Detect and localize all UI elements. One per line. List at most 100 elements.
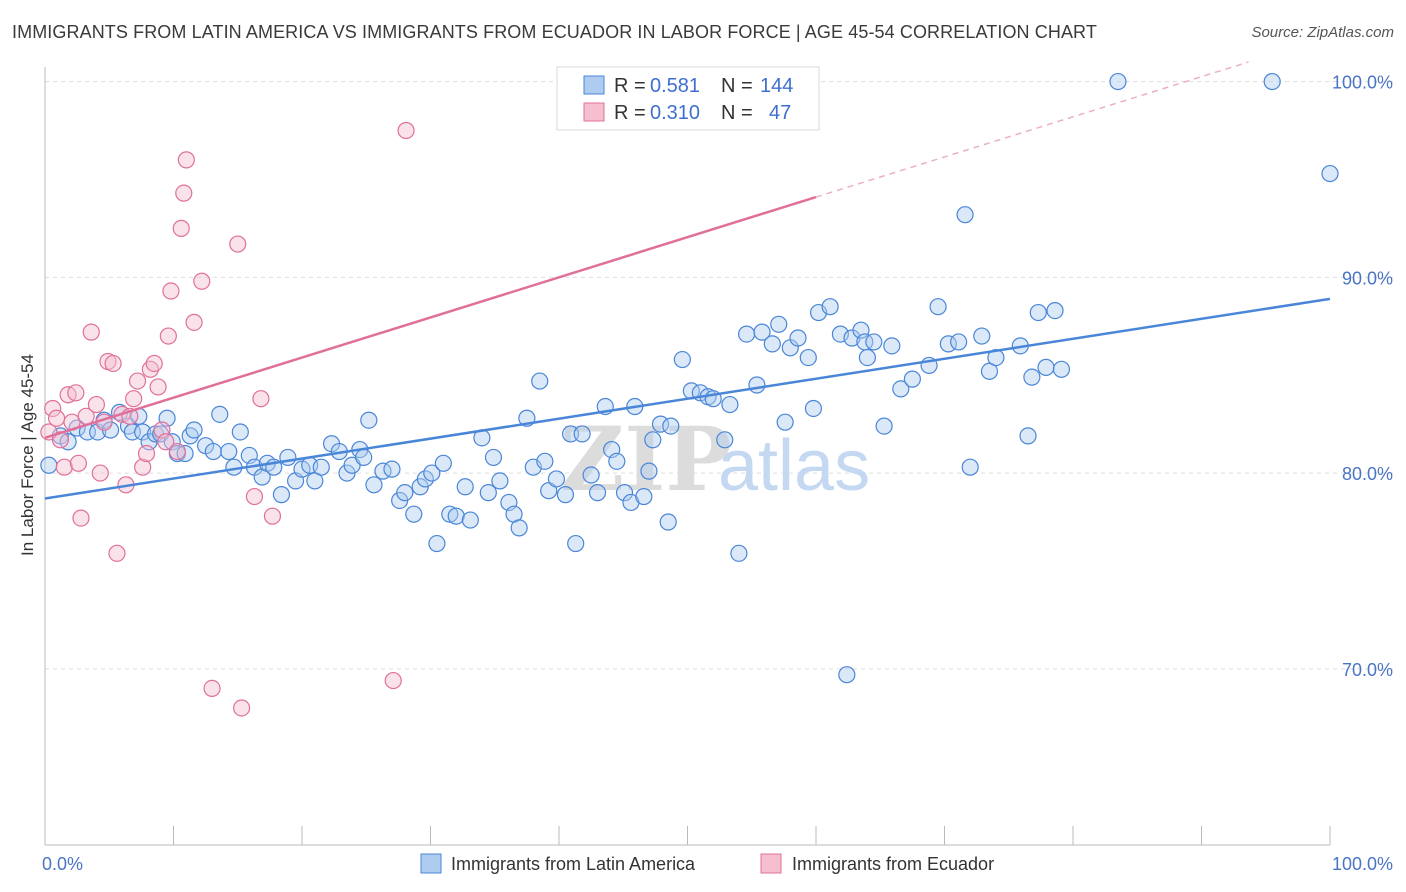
data-point-latin-america xyxy=(479,484,497,502)
data-point-ecuador xyxy=(145,354,163,373)
data-point-latin-america xyxy=(588,484,607,502)
series-latin-america-points xyxy=(40,72,1339,684)
data-point-ecuador xyxy=(47,409,66,427)
data-point-latin-america xyxy=(883,337,901,355)
y-tick-label: 80.0% xyxy=(1342,464,1393,484)
data-point-ecuador xyxy=(177,151,195,169)
data-point-ecuador xyxy=(175,184,193,202)
data-point-ecuador xyxy=(82,323,100,341)
data-point-latin-america xyxy=(1037,358,1055,376)
data-point-ecuador xyxy=(162,282,180,300)
data-point-latin-america xyxy=(582,466,600,484)
y-axis-title: In Labor Force | Age 45-54 xyxy=(18,354,37,556)
data-point-latin-america xyxy=(799,348,817,367)
x-tick-label: 100.0% xyxy=(1332,854,1393,874)
data-point-latin-america xyxy=(956,206,974,224)
data-point-latin-america xyxy=(547,470,566,488)
data-point-ecuador xyxy=(203,679,221,698)
data-point-latin-america xyxy=(821,298,839,316)
chart-title: IMMIGRANTS FROM LATIN AMERICA VS IMMIGRA… xyxy=(12,22,1097,42)
data-point-ecuador xyxy=(263,507,282,525)
data-point-latin-america xyxy=(231,423,249,441)
data-point-ecuador xyxy=(384,671,402,690)
data-point-latin-america xyxy=(360,411,378,429)
data-point-ecuador xyxy=(233,699,251,717)
data-point-latin-america xyxy=(673,350,691,369)
y-tick-label: 70.0% xyxy=(1342,660,1393,680)
data-point-latin-america xyxy=(644,431,662,449)
data-point-ecuador xyxy=(159,327,177,345)
data-point-latin-america xyxy=(312,458,330,476)
data-point-latin-america xyxy=(185,421,203,439)
watermark-zip: ZIP xyxy=(560,407,732,511)
data-point-ecuador xyxy=(157,433,175,451)
data-point-latin-america xyxy=(651,415,670,433)
data-point-ecuador xyxy=(128,372,147,390)
data-point-latin-america xyxy=(662,417,680,435)
data-point-ecuador xyxy=(134,458,152,476)
data-point-latin-america xyxy=(293,460,311,478)
y-tick-label: 100.0% xyxy=(1332,73,1393,93)
data-point-latin-america xyxy=(858,348,877,367)
data-point-latin-america xyxy=(1019,427,1037,445)
data-point-latin-america xyxy=(567,534,585,553)
data-point-latin-america xyxy=(1263,72,1281,91)
data-point-latin-america xyxy=(721,395,739,414)
trend-line-ecuador-extension xyxy=(815,61,1249,198)
data-point-ecuador xyxy=(252,390,270,408)
bottom-legend-swatch-pink xyxy=(760,853,782,874)
data-point-latin-america xyxy=(405,505,423,523)
data-point-latin-america xyxy=(763,335,781,353)
data-point-ecuador xyxy=(137,444,156,463)
data-point-ecuador xyxy=(193,272,211,290)
data-point-ecuador xyxy=(185,313,203,331)
data-point-ecuador xyxy=(168,442,186,461)
data-point-latin-america xyxy=(428,534,446,553)
data-point-latin-america xyxy=(1046,302,1064,320)
data-point-latin-america xyxy=(434,454,452,472)
data-point-ecuador xyxy=(397,121,415,140)
data-point-latin-america xyxy=(1109,72,1127,91)
data-point-latin-america xyxy=(892,380,910,398)
legend-n-label-2: N = xyxy=(721,102,753,124)
axes xyxy=(44,67,1331,846)
data-point-latin-america xyxy=(939,335,957,353)
bottom-legend-label-2: Immigrants from Ecuador xyxy=(792,854,994,874)
data-point-latin-america xyxy=(804,399,823,418)
data-point-latin-america xyxy=(789,329,807,347)
data-point-latin-america xyxy=(491,472,509,490)
data-point-ecuador xyxy=(108,544,126,562)
data-point-latin-america xyxy=(484,448,503,467)
tick-labels: 70.0% 80.0% 90.0% 100.0% 0.0% 100.0% xyxy=(42,73,1393,874)
data-point-latin-america xyxy=(279,448,297,467)
data-point-latin-america xyxy=(531,372,549,390)
data-point-latin-america xyxy=(536,452,554,470)
data-point-latin-america xyxy=(748,376,766,394)
data-point-latin-america xyxy=(865,333,883,351)
bottom-legend-swatch-blue xyxy=(420,853,442,874)
data-point-latin-america xyxy=(875,417,893,435)
data-point-ecuador xyxy=(44,399,62,418)
data-point-latin-america xyxy=(615,484,634,502)
trend-line-ecuador xyxy=(44,195,817,440)
legend-r-label-1: R = xyxy=(614,75,646,97)
data-point-latin-america xyxy=(973,327,991,345)
data-point-latin-america xyxy=(272,486,291,504)
data-point-ecuador xyxy=(55,458,73,476)
legend-n-value-1: 144 xyxy=(760,75,793,97)
data-point-latin-america xyxy=(961,458,979,476)
data-point-latin-america xyxy=(730,544,748,562)
data-point-ecuador xyxy=(91,464,109,482)
data-point-latin-america xyxy=(355,448,373,467)
data-point-latin-america xyxy=(211,405,229,423)
legend-r-label-2: R = xyxy=(614,102,646,124)
data-point-latin-america xyxy=(635,487,653,506)
data-point-ecuador xyxy=(69,454,88,472)
data-point-ecuador xyxy=(72,509,90,527)
x-tick-label: 0.0% xyxy=(42,854,83,874)
data-point-latin-america xyxy=(903,370,921,388)
data-point-ecuador xyxy=(104,354,122,373)
data-point-latin-america xyxy=(220,442,238,461)
data-point-latin-america xyxy=(950,333,968,351)
data-point-latin-america xyxy=(40,456,58,474)
